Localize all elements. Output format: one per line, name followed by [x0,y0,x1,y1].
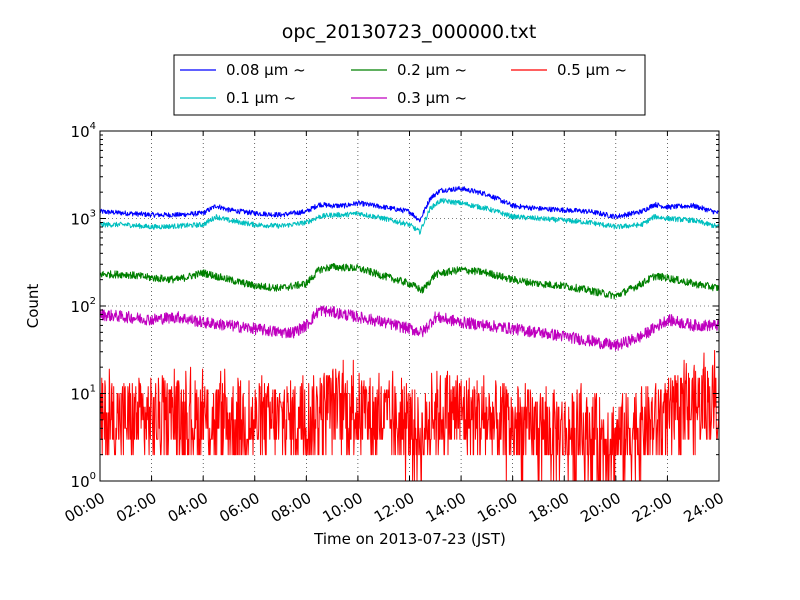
legend-label: 0.2 μm ~ [397,61,467,79]
legend: 0.08 μm ~ 0.1 μm ~ 0.2 μm ~ 0.3 μm ~ 0.5 μm … [173,54,646,116]
x-tick-label: 10:00 [319,489,365,526]
series-line-5 [99,350,720,482]
series-line-4 [99,305,720,351]
legend-label: 0.08 μm ~ [226,61,306,79]
chart-title: opc_20130723_000000.txt [282,21,537,43]
x-tick-label: 02:00 [113,489,159,526]
x-tick-label: 12:00 [371,489,417,526]
x-tick-label: 16:00 [474,489,520,526]
x-tick-label: 08:00 [268,489,314,526]
series-line-3 [99,263,720,300]
plot-area [99,130,720,482]
series-line-2 [99,197,720,235]
y-tick-label: 101 [71,384,96,404]
y-tick-labels: 100 101 102 103 104 [71,121,96,491]
legend-label: 0.1 μm ~ [226,89,296,107]
y-tick-label: 102 [71,296,96,316]
x-tick-label: 04:00 [165,489,211,526]
x-tick-label: 24:00 [681,489,727,526]
legend-label: 0.3 μm ~ [397,89,467,107]
x-tick-label: 20:00 [577,489,623,526]
x-tick-label: 14:00 [423,489,469,526]
series-line-1 [99,185,720,223]
legend-label: 0.5 μm ~ [557,61,627,79]
ticks [99,130,720,482]
legend-box [173,54,646,116]
y-tick-label: 100 [71,471,96,491]
x-tick-label: 22:00 [629,489,675,526]
x-tick-label: 18:00 [526,489,572,526]
x-axis-label: Time on 2013-07-23 (JST) [313,530,506,548]
x-tick-label: 06:00 [216,489,262,526]
x-tick-label: 00:00 [62,489,108,526]
x-tick-labels: 00:00 02:00 04:00 06:00 08:00 10:00 12:00 14:00… [62,489,727,526]
series-layer [99,185,720,482]
y-tick-label: 104 [71,121,96,141]
y-axis-label: Count [24,284,42,329]
y-tick-label: 103 [71,209,96,229]
